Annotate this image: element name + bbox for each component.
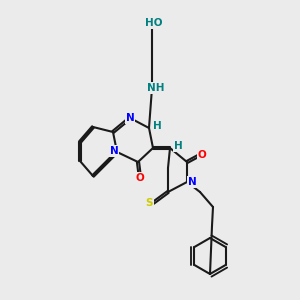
Text: H: H xyxy=(153,121,161,131)
Text: HO: HO xyxy=(145,18,163,28)
Text: S: S xyxy=(145,198,153,208)
Text: O: O xyxy=(198,150,206,160)
Text: N: N xyxy=(188,177,196,187)
Text: N: N xyxy=(126,113,134,123)
Text: NH: NH xyxy=(147,83,165,93)
Text: O: O xyxy=(136,173,144,183)
Text: N: N xyxy=(110,146,118,156)
Text: H: H xyxy=(174,141,182,151)
